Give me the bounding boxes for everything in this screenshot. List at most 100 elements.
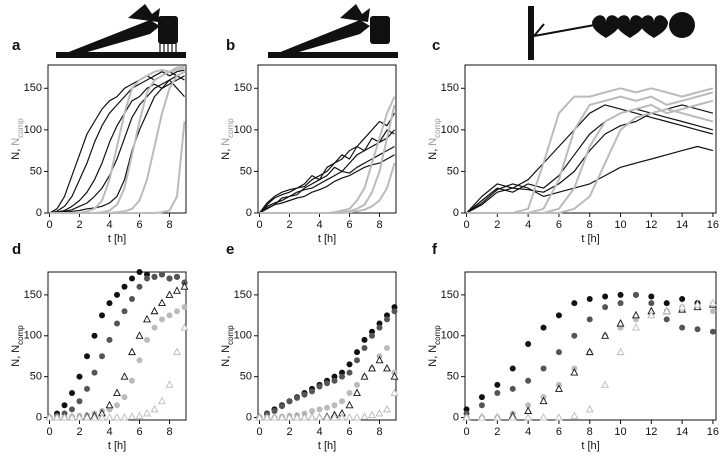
data-point: [309, 408, 315, 415]
data-triangle: [330, 413, 339, 421]
x-tick-label: 12: [645, 426, 657, 438]
plot-area: [466, 87, 714, 214]
data-point: [174, 273, 180, 280]
x-tick-label: 8: [587, 426, 593, 438]
x-axis-label: t [h]: [108, 233, 126, 245]
data-triangle: [158, 298, 166, 307]
data-line: [49, 69, 185, 214]
icon-c: [528, 6, 695, 60]
data-point: [106, 336, 113, 343]
plot-frame: [464, 64, 717, 214]
data-point: [129, 295, 135, 302]
data-triangle: [113, 413, 121, 421]
data-point: [129, 275, 135, 282]
data-triangle: [601, 331, 610, 339]
x-tick-label: 4: [316, 219, 322, 231]
data-point: [166, 312, 173, 319]
data-point: [144, 275, 150, 282]
x-tick-label: 14: [676, 219, 688, 231]
data-triangle: [554, 413, 563, 421]
data-point: [76, 398, 83, 405]
x-tick-label: 8: [376, 219, 382, 231]
data-point: [369, 332, 375, 339]
data-triangle: [554, 384, 563, 392]
x-tick-label: 14: [676, 426, 688, 438]
y-label-main: N,: [10, 356, 22, 367]
plot-frame: [257, 271, 397, 421]
icon-b: [268, 4, 398, 58]
data-triangle: [462, 413, 471, 421]
data-triangle: [616, 347, 625, 356]
x-tick-label: 2: [494, 426, 500, 438]
data-triangle: [539, 396, 548, 405]
data-point: [136, 269, 143, 275]
data-triangle: [105, 400, 114, 409]
data-triangle: [678, 302, 687, 311]
data-triangle: [693, 300, 702, 308]
data-line: [49, 75, 185, 214]
data-triangle: [368, 364, 376, 372]
data-point: [694, 326, 701, 333]
y-label-comp: N: [10, 345, 22, 353]
data-point: [663, 300, 670, 307]
x-tick-label: 2: [76, 219, 82, 231]
data-point: [354, 349, 360, 356]
data-point: [316, 383, 323, 390]
data-triangle: [143, 314, 151, 323]
data-line: [466, 108, 714, 214]
data-point: [339, 398, 345, 405]
data-point: [346, 369, 353, 376]
x-tick-label: 6: [136, 426, 142, 438]
data-point: [69, 406, 75, 413]
x-tick-label: 0: [46, 426, 52, 438]
data-triangle: [570, 368, 579, 376]
x-tick-label: 0: [256, 426, 262, 438]
y-label-main: N,: [220, 356, 232, 367]
data-point: [316, 406, 323, 413]
y-tick-label: 150: [24, 289, 42, 301]
x-tick-label: 4: [106, 426, 112, 438]
data-point: [648, 300, 655, 307]
panel-letter: b: [226, 37, 235, 54]
y-label-comp: N: [220, 345, 232, 353]
y-label-sub: comp: [433, 118, 442, 138]
y-tick-label: 50: [240, 371, 252, 383]
y-tick-label: 150: [441, 289, 459, 301]
data-point: [525, 340, 532, 347]
data-point: [114, 291, 120, 298]
data-triangle: [360, 372, 369, 380]
x-axis-label: t [h]: [318, 233, 336, 245]
data-point: [144, 336, 150, 343]
data-line: [259, 129, 395, 214]
x-tick-label: 6: [556, 426, 562, 438]
data-point: [509, 365, 516, 372]
x-tick-label: 16: [707, 426, 719, 438]
x-tick-label: 4: [525, 426, 531, 438]
data-point: [331, 377, 338, 384]
panel-letter: f: [432, 241, 438, 258]
data-triangle: [390, 388, 399, 396]
data-triangle: [53, 413, 61, 421]
data-triangle: [98, 413, 106, 421]
data-point: [478, 402, 485, 409]
data-point: [384, 345, 390, 352]
data-point: [354, 357, 360, 364]
y-tick-label: 50: [30, 371, 42, 383]
y-tick-label: 150: [234, 289, 252, 301]
data-point: [99, 312, 105, 319]
x-tick-label: 0: [46, 219, 52, 231]
data-point: [376, 324, 383, 331]
y-tick-label: 0: [36, 411, 42, 423]
x-tick-label: 10: [614, 219, 626, 231]
data-triangle: [105, 413, 114, 421]
data-triangle: [508, 413, 517, 421]
x-tick-label: 10: [614, 426, 626, 438]
data-line: [259, 145, 395, 214]
data-point: [84, 353, 90, 360]
data-point: [346, 390, 353, 397]
data-point: [324, 404, 330, 411]
data-point: [114, 402, 120, 409]
y-tick-label: 100: [441, 330, 459, 342]
data-point: [279, 403, 285, 410]
data-triangle: [278, 413, 286, 421]
